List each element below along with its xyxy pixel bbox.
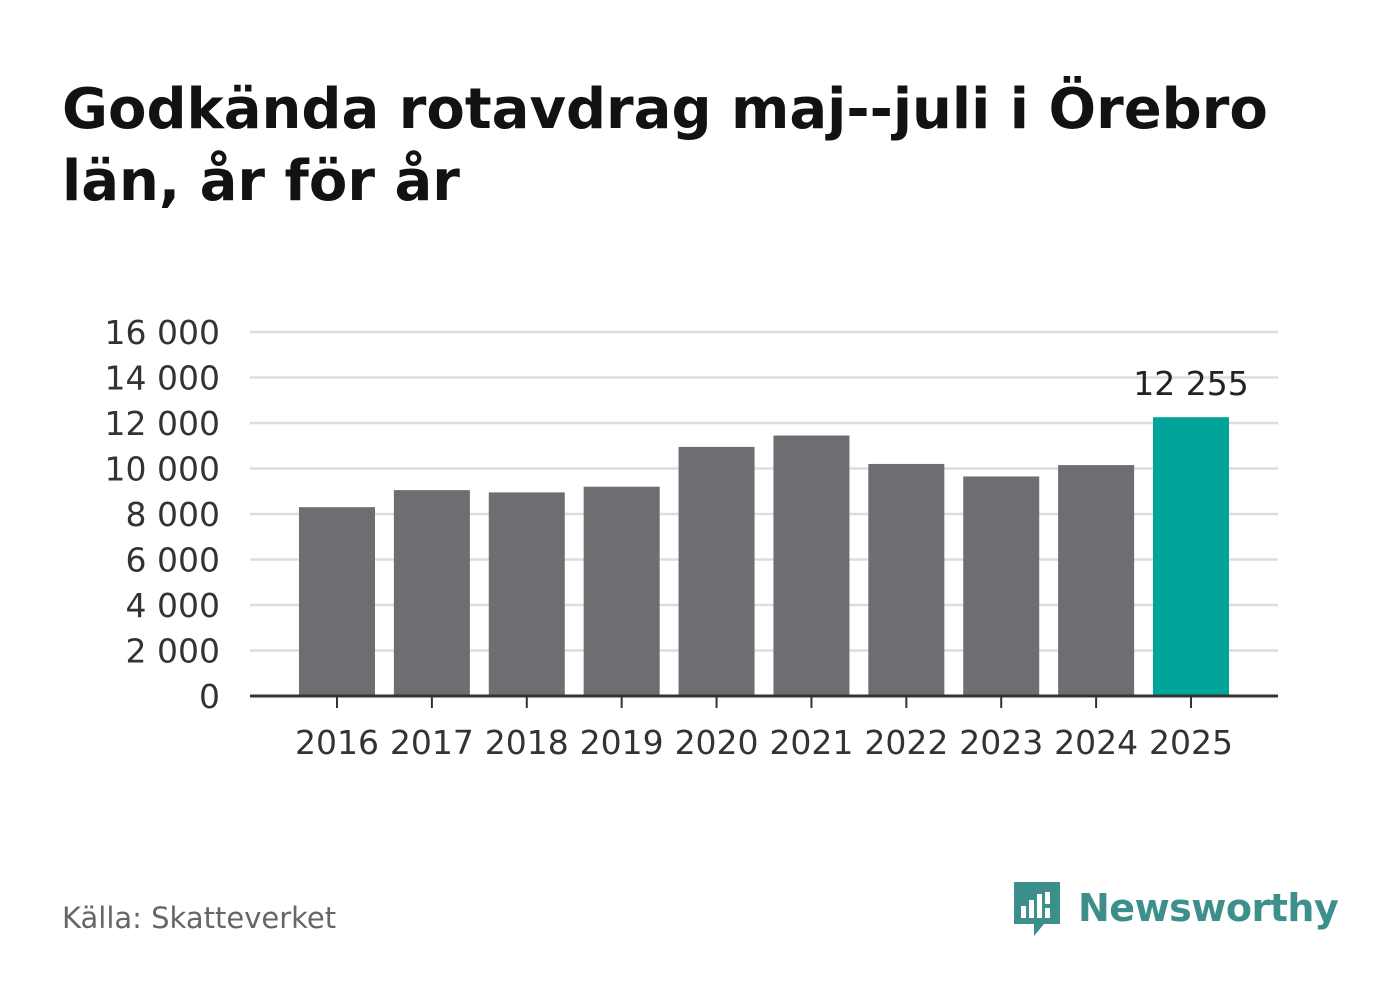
y-tick-label: 0 <box>199 677 220 716</box>
x-tick-label: 2017 <box>390 723 474 762</box>
x-tick-label: 2021 <box>769 723 853 762</box>
chart-title: Godkända rotavdrag maj--juli i Örebro lä… <box>62 77 1268 214</box>
source-note: Källa: Skatteverket <box>62 901 337 935</box>
y-tick-label: 14 000 <box>105 359 220 398</box>
bar <box>583 486 660 696</box>
brand-logo: Newsworthy <box>1010 878 1339 938</box>
bar <box>963 476 1040 696</box>
bar <box>1058 465 1135 696</box>
x-tick-label: 2022 <box>864 723 948 762</box>
bar <box>488 492 565 696</box>
y-tick-label: 10 000 <box>105 450 220 489</box>
newsworthy-logo-icon <box>1014 882 1060 936</box>
bar <box>299 507 375 696</box>
x-tick-label: 2025 <box>1149 723 1233 762</box>
x-tick-label: 2023 <box>959 723 1043 762</box>
bar <box>868 463 945 696</box>
brand-name: Newsworthy <box>1078 886 1339 930</box>
x-tick-label: 2019 <box>580 723 664 762</box>
x-tick-label: 2018 <box>485 723 569 762</box>
bar <box>678 446 755 696</box>
y-tick-label: 16 000 <box>105 313 220 352</box>
y-tick-label: 6 000 <box>126 541 220 580</box>
x-tick-label: 2020 <box>675 723 759 762</box>
y-tick-label: 8 000 <box>126 495 220 534</box>
bar <box>1153 417 1229 696</box>
x-tick-label: 2024 <box>1054 723 1138 762</box>
y-tick-label: 2 000 <box>126 632 220 671</box>
data-label: 12 255 <box>1133 364 1248 403</box>
x-tick-label: 2016 <box>295 723 379 762</box>
y-tick-label: 12 000 <box>105 404 220 443</box>
y-tick-label: 4 000 <box>126 586 220 625</box>
bar <box>773 435 850 696</box>
bar <box>393 490 470 696</box>
